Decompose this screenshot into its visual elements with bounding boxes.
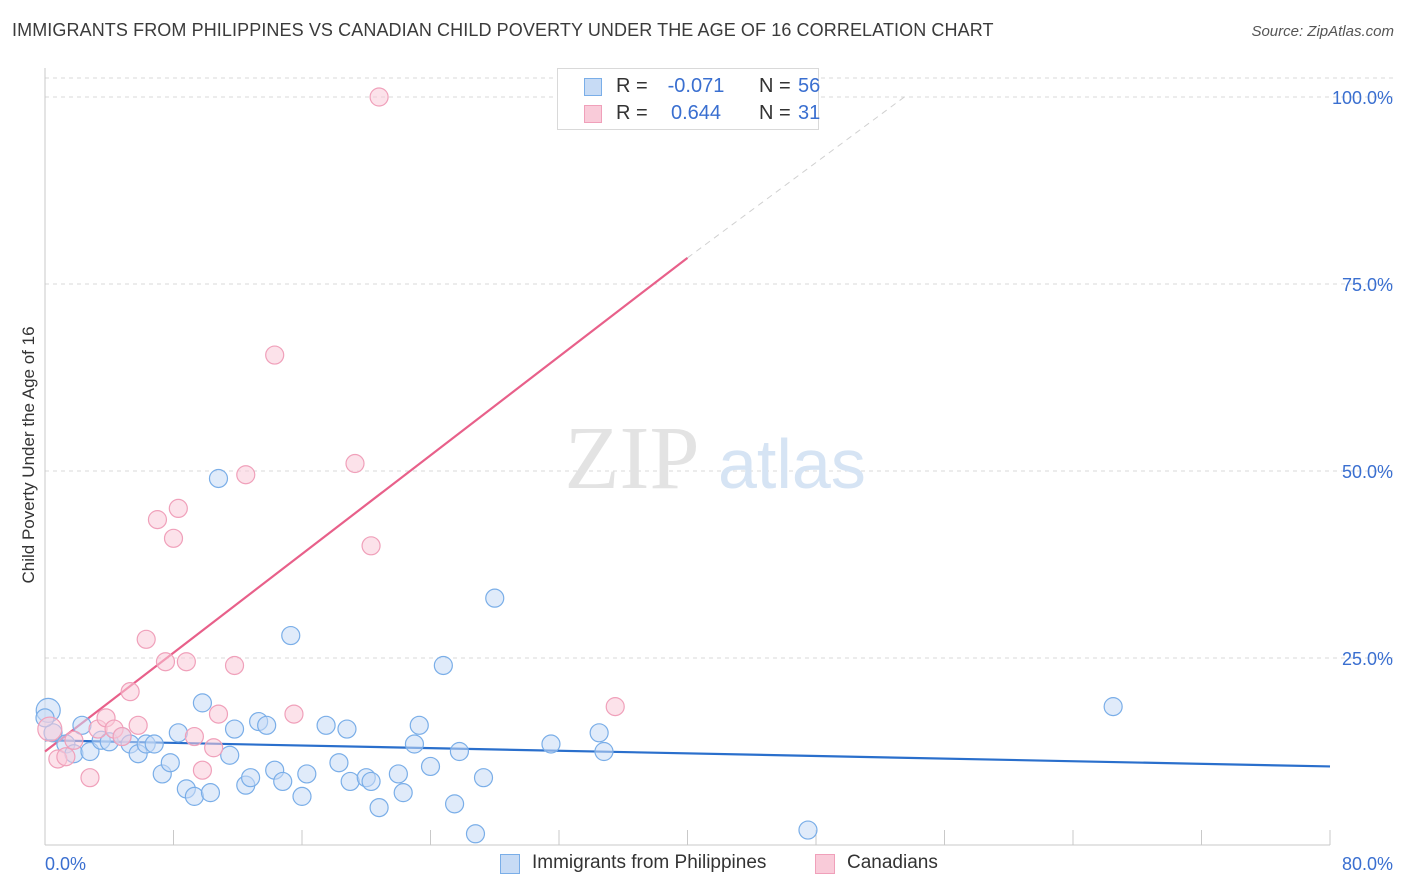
- legend-swatch-canadians: [815, 854, 835, 874]
- point-philippines: [241, 768, 261, 788]
- point-canadians: [176, 652, 196, 672]
- point-canadians: [80, 768, 100, 788]
- y-axis-label: Child Poverty Under the Age of 16: [19, 326, 38, 583]
- r-value-philippines: -0.071: [667, 75, 725, 97]
- chart-title: IMMIGRANTS FROM PHILIPPINES VS CANADIAN …: [12, 20, 994, 40]
- point-philippines: [404, 734, 425, 754]
- point-philippines: [337, 719, 357, 739]
- point-canadians: [184, 726, 204, 747]
- point-canadians: [168, 498, 188, 518]
- point-philippines: [589, 723, 609, 743]
- r-value-canadians: 0.644: [670, 102, 722, 124]
- x-tick-label: 80.0%: [1342, 854, 1393, 874]
- stats-legend: R = -0.071 N = 56 R = 0.644 N = 31: [557, 68, 821, 130]
- point-philippines: [340, 771, 360, 792]
- point-canadians: [136, 629, 156, 649]
- point-canadians: [37, 716, 63, 742]
- point-philippines: [316, 715, 336, 735]
- philippines-swatch: [584, 78, 602, 96]
- point-philippines: [369, 797, 389, 818]
- point-philippines: [473, 768, 494, 788]
- point-philippines: [224, 719, 245, 739]
- r-label: R =: [616, 102, 648, 124]
- n-value-canadians: 31: [798, 102, 821, 124]
- point-philippines: [433, 655, 453, 676]
- point-philippines: [208, 468, 229, 489]
- point-philippines: [485, 588, 505, 608]
- point-philippines: [594, 741, 614, 762]
- grid-lines: [45, 77, 1395, 659]
- point-philippines: [541, 734, 561, 754]
- point-philippines: [297, 764, 317, 784]
- point-philippines: [281, 625, 301, 646]
- point-philippines: [1103, 697, 1123, 717]
- point-canadians: [192, 760, 213, 780]
- y-tick-label: 50.0%: [1342, 462, 1393, 482]
- point-canadians: [236, 465, 256, 485]
- point-philippines: [273, 771, 293, 792]
- n-label: N =: [759, 75, 791, 97]
- point-canadians: [147, 510, 168, 530]
- watermark: ZIP atlas: [565, 409, 866, 508]
- point-philippines: [444, 794, 465, 814]
- point-philippines: [257, 715, 277, 735]
- point-canadians: [284, 704, 304, 724]
- point-philippines: [449, 741, 470, 762]
- x-tick-label: 0.0%: [45, 854, 86, 874]
- n-label: N =: [759, 102, 791, 124]
- legend-label-philippines: Immigrants from Philippines: [532, 852, 767, 873]
- watermark-atlas: atlas: [718, 425, 866, 503]
- source-label: Source: ZipAtlas.com: [1251, 23, 1394, 40]
- trend-extension-canadians: [687, 96, 905, 259]
- point-philippines: [220, 745, 240, 765]
- point-philippines: [292, 786, 312, 806]
- point-philippines: [200, 783, 221, 803]
- trend-line-philippines: [44, 739, 1331, 768]
- tick-labels: 100.0% 75.0% 50.0% 25.0% 0.0% 80.0%: [45, 88, 1393, 874]
- point-canadians: [120, 682, 140, 702]
- point-philippines: [144, 734, 164, 754]
- point-philippines: [361, 771, 381, 792]
- point-philippines: [388, 764, 408, 784]
- point-canadians: [605, 697, 625, 717]
- point-canadians: [208, 704, 229, 724]
- point-canadians: [64, 730, 84, 750]
- point-canadians: [265, 345, 285, 365]
- point-philippines: [329, 753, 349, 773]
- point-canadians: [128, 715, 148, 735]
- point-philippines: [409, 715, 429, 735]
- y-tick-label: 100.0%: [1332, 88, 1393, 108]
- point-philippines: [192, 693, 213, 713]
- point-canadians: [224, 655, 245, 676]
- point-philippines: [798, 820, 818, 840]
- n-value-philippines: 56: [798, 75, 821, 97]
- r-label: R =: [616, 75, 648, 97]
- legend-label-canadians: Canadians: [847, 852, 938, 873]
- point-philippines: [420, 756, 441, 777]
- point-canadians: [56, 747, 76, 767]
- point-philippines: [184, 786, 204, 806]
- y-tick-label: 75.0%: [1342, 275, 1393, 295]
- legend-swatch-philippines: [500, 854, 520, 874]
- watermark-zip: ZIP: [565, 409, 700, 508]
- point-canadians: [163, 528, 184, 548]
- point-philippines: [168, 723, 188, 743]
- data-points: [35, 87, 1123, 844]
- point-philippines: [393, 783, 413, 803]
- point-canadians: [204, 738, 224, 758]
- point-canadians: [361, 536, 381, 556]
- y-tick-label: 25.0%: [1342, 649, 1393, 669]
- point-philippines: [160, 753, 180, 773]
- point-canadians: [155, 652, 176, 672]
- point-philippines: [465, 824, 486, 844]
- canadians-swatch: [584, 105, 602, 123]
- trend-lines: [44, 96, 1331, 768]
- point-canadians: [112, 726, 132, 747]
- point-canadians: [345, 453, 365, 474]
- trend-line-canadians: [44, 256, 689, 753]
- point-canadians: [369, 87, 389, 107]
